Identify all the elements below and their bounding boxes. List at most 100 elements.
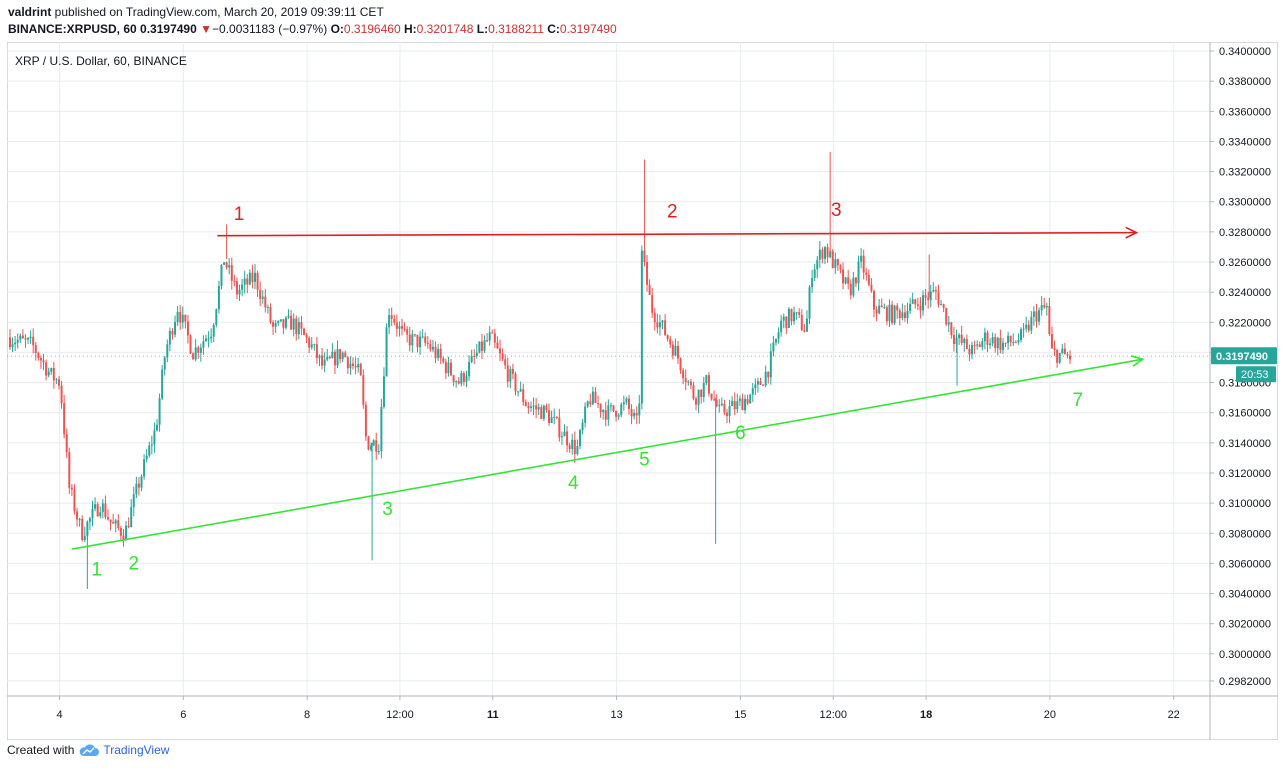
- candle-body: [452, 375, 455, 382]
- candle-body: [1061, 348, 1064, 353]
- candle-body: [914, 299, 917, 305]
- candle-body: [883, 307, 886, 309]
- candle-body: [555, 416, 558, 418]
- price-chart[interactable]: 0.3400000 0.3380000 0.3360000 0.3340000 0.33…: [7, 42, 1278, 740]
- candle-body: [893, 305, 896, 323]
- candle-body: [114, 520, 117, 524]
- candle-body: [344, 352, 347, 358]
- low-value: 0.3188211: [488, 22, 544, 36]
- candle-body: [854, 277, 857, 284]
- candle-body: [733, 401, 736, 410]
- candle-body: [60, 385, 63, 404]
- candle-body: [664, 320, 667, 336]
- candle-body: [194, 347, 197, 360]
- candle-body: [803, 330, 806, 332]
- candle-body: [352, 363, 355, 367]
- candle-body: [627, 398, 630, 410]
- candle-body: [431, 346, 434, 350]
- candle-body: [633, 412, 636, 417]
- candle-body: [842, 269, 845, 284]
- candle-body: [243, 278, 246, 285]
- x-tick-label: 4: [56, 709, 62, 721]
- candle-body: [1063, 348, 1066, 355]
- candle-body: [929, 291, 932, 301]
- candle-body: [473, 355, 476, 357]
- candle-body: [978, 344, 981, 348]
- candle-body: [375, 440, 378, 452]
- candle-body: [357, 364, 360, 368]
- candle-body: [635, 412, 638, 416]
- candle-body: [259, 289, 262, 299]
- touch-point-label: 1: [234, 204, 245, 225]
- candle-body: [630, 409, 633, 417]
- candle-body: [1069, 355, 1072, 360]
- candle-body: [829, 251, 832, 258]
- candle-body: [158, 398, 161, 425]
- candle-body: [130, 507, 133, 528]
- candle-body: [215, 309, 218, 325]
- candle-body: [888, 304, 891, 322]
- candle-body: [519, 389, 522, 392]
- candle-body: [11, 344, 14, 348]
- candle-body: [380, 406, 383, 452]
- candle-body: [73, 489, 76, 512]
- touch-point-label: 4: [568, 473, 579, 494]
- candle-body: [455, 381, 458, 383]
- candle-body: [1043, 305, 1046, 308]
- tradingview-cloud-icon: [80, 744, 100, 756]
- candle-body: [197, 347, 200, 353]
- price-change: −0.0031183 (−0.97%): [212, 22, 328, 36]
- candle-body: [906, 310, 909, 319]
- candle-body: [903, 312, 906, 319]
- tradingview-brand[interactable]: TradingView: [78, 743, 169, 757]
- candle-body: [372, 440, 375, 446]
- candle-body: [78, 518, 81, 520]
- candle-body: [896, 305, 899, 311]
- candle-body: [878, 305, 881, 314]
- candle-body: [401, 326, 404, 329]
- candle-body: [514, 373, 517, 392]
- candle-body: [390, 315, 393, 319]
- candle-body: [122, 535, 125, 541]
- candle-body: [395, 322, 398, 329]
- candle-body: [591, 391, 594, 405]
- candle-body: [934, 290, 937, 292]
- candle-body: [346, 357, 349, 369]
- candle-body: [117, 520, 120, 528]
- candle-body: [341, 352, 344, 360]
- y-tick-label: 0.3020000: [1219, 619, 1271, 631]
- candle-body: [292, 318, 295, 330]
- candle-body: [728, 405, 731, 416]
- candle-body: [261, 296, 264, 299]
- candle-body: [199, 347, 202, 353]
- candle-body: [581, 422, 584, 431]
- candle-body: [563, 431, 566, 437]
- candle-body: [911, 299, 914, 304]
- y-tick-label: 0.3260000: [1219, 257, 1271, 269]
- candle-body: [756, 381, 759, 385]
- candle-body: [385, 327, 388, 377]
- y-tick-label: 0.3000000: [1219, 649, 1271, 661]
- candle-body: [176, 311, 179, 323]
- open-label: O:: [330, 22, 344, 36]
- candle-body: [14, 342, 17, 345]
- touch-point-label: 2: [128, 553, 139, 574]
- candle-body: [762, 384, 765, 386]
- author-name[interactable]: valdrint: [8, 5, 52, 19]
- candle-body: [643, 250, 646, 262]
- touch-point-label: 7: [1072, 390, 1083, 411]
- y-tick-label: 0.3380000: [1219, 76, 1271, 88]
- candle-body: [63, 403, 66, 435]
- candle-body: [922, 295, 925, 311]
- chart-area[interactable]: 0.3400000 0.3380000 0.3360000 0.3340000 0.33…: [7, 42, 1278, 740]
- candle-body: [818, 249, 821, 260]
- last-price: 0.3197490: [140, 22, 197, 36]
- candle-body: [891, 304, 894, 323]
- candle-body: [217, 285, 220, 310]
- y-tick-label: 0.3160000: [1219, 408, 1271, 420]
- candle-body: [125, 525, 128, 541]
- candle-body: [602, 410, 605, 413]
- candle-body: [496, 342, 499, 349]
- candle-body: [847, 277, 850, 284]
- candle-body: [710, 393, 713, 400]
